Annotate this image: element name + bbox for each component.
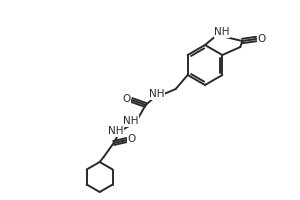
Text: O: O [257, 34, 266, 44]
Text: O: O [123, 94, 131, 104]
Text: NH: NH [108, 126, 123, 136]
Text: NH: NH [149, 89, 164, 99]
Text: O: O [128, 134, 136, 144]
Text: NH: NH [214, 27, 230, 37]
Text: NH: NH [123, 116, 138, 126]
